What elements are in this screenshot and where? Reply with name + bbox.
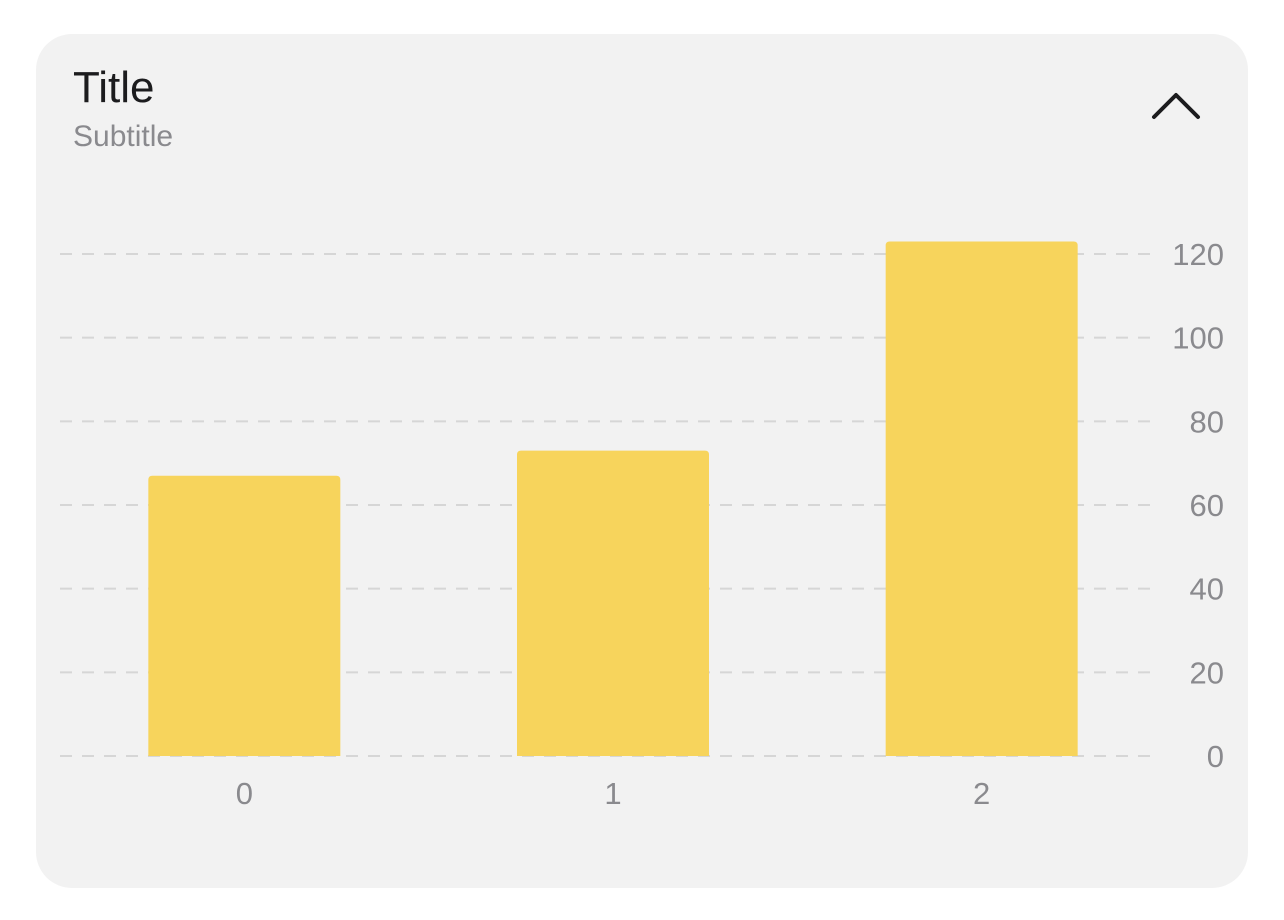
y-tick-label: 0 — [1207, 739, 1224, 774]
bar[interactable] — [517, 450, 709, 756]
x-tick-label: 1 — [604, 776, 621, 811]
bar[interactable] — [885, 241, 1078, 756]
y-tick-label: 120 — [1172, 237, 1224, 272]
y-tick-label: 100 — [1172, 321, 1224, 356]
bar[interactable] — [148, 475, 341, 756]
collapse-button[interactable] — [1140, 78, 1212, 134]
card-title: Title — [73, 63, 155, 112]
y-tick-label: 40 — [1190, 572, 1224, 607]
x-tick-label: 2 — [973, 776, 990, 811]
y-tick-label: 80 — [1190, 404, 1224, 439]
y-tick-label: 60 — [1190, 488, 1224, 523]
chevron-up-icon — [1152, 93, 1200, 119]
y-tick-label: 20 — [1190, 655, 1224, 690]
card-subtitle: Subtitle — [73, 120, 174, 153]
x-tick-label: 0 — [236, 776, 253, 811]
